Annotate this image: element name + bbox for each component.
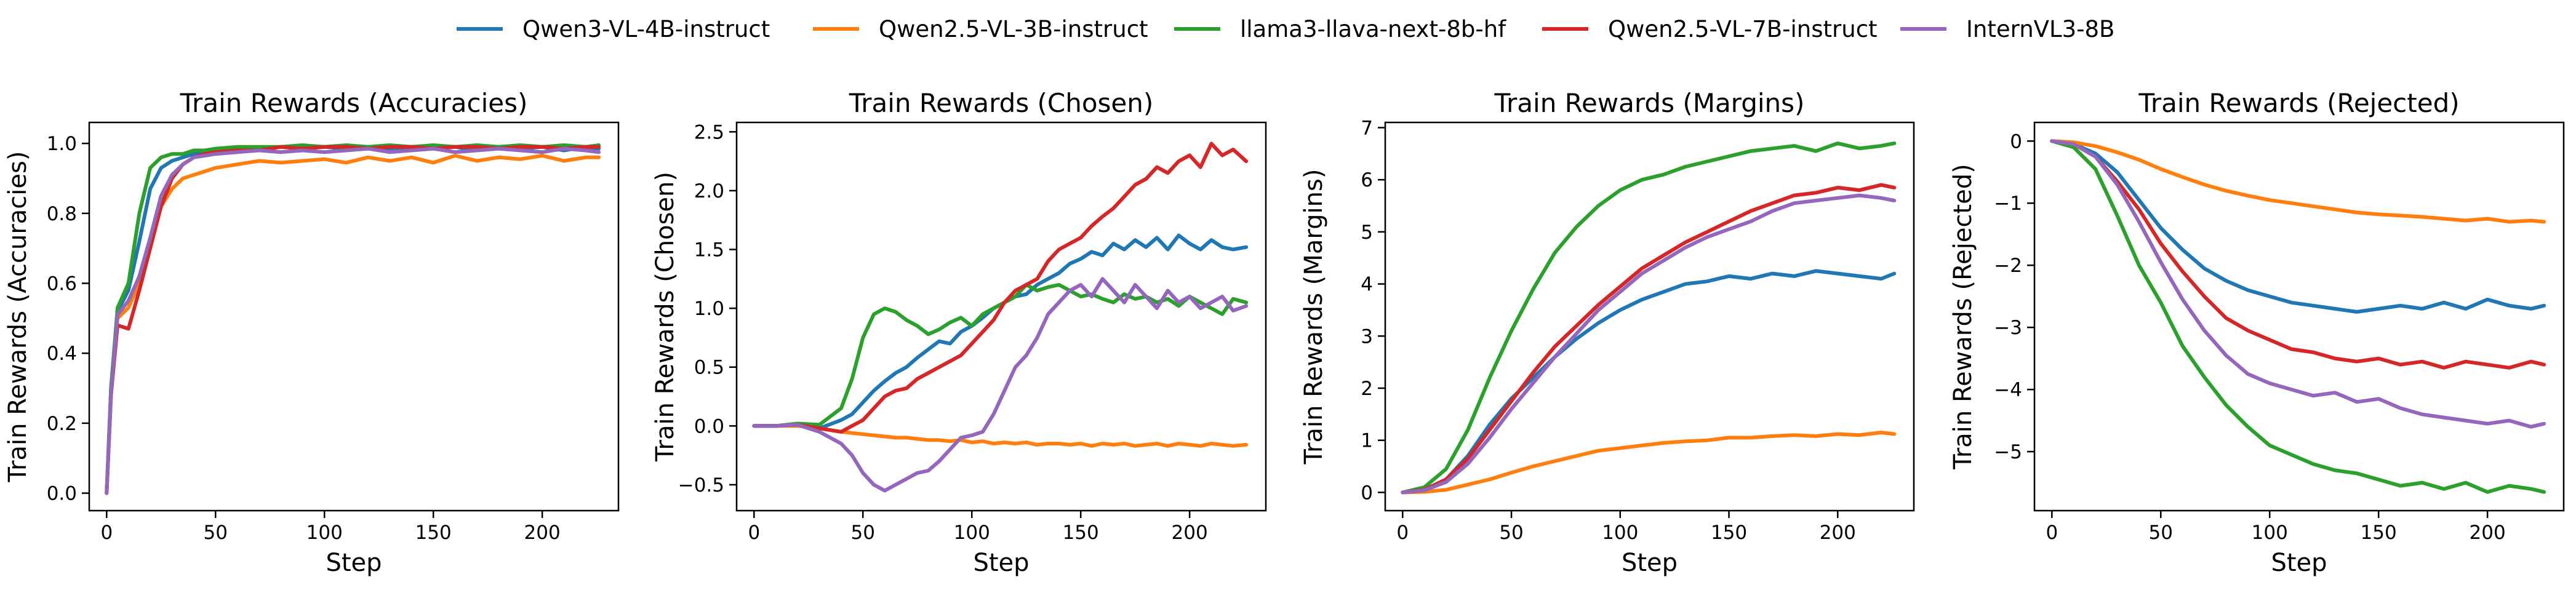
- series-line-qwen2-5-vl-3b-instruct: [105, 154, 601, 495]
- legend-label-internvl3-8b: InternVL3-8B: [1966, 16, 2114, 42]
- x-axis-label: Step: [2271, 549, 2327, 577]
- y-tick-label: 0.2: [47, 413, 77, 435]
- legend-label-llama3-llava-next-8b-hf: llama3-llava-next-8b-hf: [1240, 16, 1506, 42]
- series-line-internvl3-8b: [2050, 139, 2546, 429]
- series-lines: [105, 143, 601, 495]
- legend-label-qwen2-5-vl-3b-instruct: Qwen2.5-VL-3B-instruct: [879, 16, 1148, 42]
- legend-label-qwen3-vl-4b-instruct: Qwen3-VL-4B-instruct: [522, 16, 770, 42]
- series-line-qwen2-5-vl-3b-instruct: [1401, 431, 1897, 495]
- y-tick-label: 0.0: [694, 415, 724, 437]
- panel-train-rewards-chosen: Train Rewards (Chosen) 0 50 100 150 200 −0.5 0.…: [651, 88, 1267, 577]
- x-tick-label: 50: [851, 522, 875, 544]
- y-tick-label: 0.0: [47, 483, 77, 505]
- y-tick-label: 7: [1361, 117, 1373, 139]
- y-tick-label: −2: [1994, 255, 2022, 277]
- x-tick-label: 150: [1063, 522, 1099, 544]
- x-tick-label: 50: [1499, 522, 1523, 544]
- series-lines: [1401, 141, 1897, 495]
- y-tick-label: 0.8: [47, 203, 77, 225]
- x-tick-label: 150: [2361, 522, 2397, 544]
- y-tick-label: 2.5: [694, 121, 724, 143]
- x-tick-label: 50: [204, 522, 228, 544]
- series-line-qwen2-5-vl-7b-instruct: [2050, 139, 2546, 370]
- x-axis-label: Step: [973, 549, 1029, 577]
- y-axis-label: Train Rewards (Margins): [1300, 169, 1328, 465]
- panel-train-rewards-margins: Train Rewards (Margins) 0 50 100 150 200 0 1 2 3 4…: [1300, 88, 1915, 577]
- y-tick-label: 1.0: [47, 133, 77, 155]
- series-line-qwen3-vl-4b-instruct: [752, 233, 1249, 431]
- x-tick-label: 0: [1396, 522, 1409, 544]
- y-tick-label: 0.4: [47, 343, 77, 365]
- panel-title: Train Rewards (Chosen): [849, 88, 1154, 118]
- x-tick-label: 150: [1711, 522, 1747, 544]
- x-tick-label: 0: [2046, 522, 2058, 544]
- series-line-llama3-llava-next-8b-hf: [752, 282, 1249, 428]
- panel-title: Train Rewards (Margins): [1494, 88, 1805, 118]
- y-tick-label: 1.0: [694, 298, 724, 320]
- series-line-qwen2-5-vl-7b-instruct: [752, 142, 1249, 434]
- panel-title: Train Rewards (Accuracies): [180, 88, 528, 118]
- series-line-qwen2-5-vl-3b-instruct: [2050, 139, 2546, 224]
- x-tick-label: 100: [2252, 522, 2288, 544]
- axes-frame: [735, 121, 1267, 512]
- axes-frame: [88, 121, 620, 512]
- x-tick-label: 150: [415, 522, 452, 544]
- series-line-qwen2-5-vl-7b-instruct: [1401, 183, 1897, 495]
- panel-title: Train Rewards (Rejected): [2138, 88, 2459, 118]
- x-tick-label: 50: [2149, 522, 2173, 544]
- panel-train-rewards-accuracies: Train Rewards (Accuracies) 0 50 100 150 200 0.…: [4, 88, 620, 577]
- chart-panels: Train Rewards (Accuracies)0 50 100 150 2000.…: [4, 88, 2565, 577]
- y-tick-label: 1.5: [694, 239, 724, 261]
- y-tick-label: 2.0: [694, 180, 724, 202]
- series-line-qwen3-vl-4b-instruct: [105, 145, 601, 495]
- x-tick-label: 200: [1172, 522, 1208, 544]
- series-line-llama3-llava-next-8b-hf: [2050, 139, 2546, 494]
- series-line-internvl3-8b: [1401, 193, 1897, 495]
- legend-label-qwen2-5-vl-7b-instruct: Qwen2.5-VL-7B-instruct: [1608, 16, 1878, 42]
- series-line-internvl3-8b: [105, 146, 601, 495]
- series-lines: [752, 142, 1249, 493]
- x-tick-label: 200: [1820, 522, 1856, 544]
- y-tick-label: 0.5: [694, 357, 724, 379]
- x-tick-label: 200: [2470, 522, 2506, 544]
- y-tick-label: 1: [1361, 430, 1373, 452]
- y-tick-label: −3: [1994, 317, 2022, 339]
- x-tick-label: 200: [524, 522, 561, 544]
- x-tick-label: 0: [748, 522, 760, 544]
- y-tick-label: 3: [1361, 325, 1373, 348]
- y-tick-label: −0.5: [678, 474, 724, 496]
- y-tick-label: 4: [1361, 274, 1373, 296]
- y-tick-label: 0: [2010, 130, 2022, 153]
- y-tick-label: −5: [1994, 441, 2022, 463]
- y-tick-label: 0: [1361, 482, 1373, 504]
- y-axis-label: Train Rewards (Accuracies): [4, 151, 32, 483]
- x-tick-label: 100: [954, 522, 990, 544]
- y-axis-label: Train Rewards (Rejected): [1949, 164, 1977, 469]
- series-line-llama3-llava-next-8b-hf: [105, 143, 601, 495]
- series-line-llama3-llava-next-8b-hf: [1401, 141, 1897, 495]
- series-line-qwen2-5-vl-3b-instruct: [752, 424, 1249, 448]
- axes-frame: [2033, 121, 2565, 512]
- y-tick-label: −4: [1994, 379, 2022, 401]
- series-line-qwen2-5-vl-7b-instruct: [105, 145, 601, 495]
- y-axis-label: Train Rewards (Chosen): [651, 172, 679, 462]
- y-tick-label: 2: [1361, 378, 1373, 400]
- x-axis-label: Step: [326, 549, 382, 577]
- series-line-qwen3-vl-4b-instruct: [1401, 269, 1897, 495]
- x-tick-label: 0: [100, 522, 113, 544]
- x-tick-label: 100: [1602, 522, 1638, 544]
- x-axis-label: Step: [1622, 549, 1678, 577]
- panel-train-rewards-rejected: Train Rewards (Rejected) 0 50 100 150 200 0 −1 −…: [1949, 88, 2565, 577]
- axes-frame: [1384, 121, 1915, 512]
- y-tick-label: 5: [1361, 221, 1373, 244]
- y-tick-label: 0.6: [47, 273, 77, 295]
- legend: Qwen3-VL-4B-instruct Qwen2.5-VL-3B-instru…: [457, 16, 2114, 42]
- y-tick-label: −1: [1994, 193, 2022, 215]
- series-line-internvl3-8b: [752, 277, 1249, 493]
- x-tick-label: 100: [306, 522, 343, 544]
- series-line-qwen3-vl-4b-instruct: [2050, 139, 2546, 314]
- y-tick-label: 6: [1361, 169, 1373, 191]
- series-lines: [2050, 139, 2546, 494]
